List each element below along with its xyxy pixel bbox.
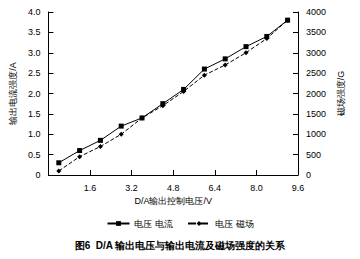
svg-text:1.6: 1.6: [84, 183, 97, 193]
svg-text:电压 磁场: 电压 磁场: [215, 219, 254, 229]
svg-text:3.2: 3.2: [125, 183, 138, 193]
svg-text:3500: 3500: [306, 27, 326, 37]
svg-text:2.0: 2.0: [28, 89, 41, 99]
svg-text:输出电流强度/A: 输出电流强度/A: [8, 62, 18, 125]
svg-text:1500: 1500: [306, 109, 326, 119]
svg-text:4.0: 4.0: [28, 7, 41, 17]
svg-text:3000: 3000: [306, 48, 326, 58]
svg-text:3.0: 3.0: [28, 48, 41, 58]
svg-text:磁场强度/G: 磁场强度/G: [336, 71, 346, 118]
svg-text:0: 0: [306, 170, 311, 180]
svg-text:500: 500: [306, 150, 321, 160]
svg-text:0.5: 0.5: [28, 150, 41, 160]
svg-text:图6 D/A 输出电压与输出电流及磁场强度的关系: 图6 D/A 输出电压与输出电流及磁场强度的关系: [75, 240, 287, 251]
svg-text:4000: 4000: [306, 7, 326, 17]
svg-text:D/A输出控制电压/V: D/A输出控制电压/V: [134, 196, 212, 206]
svg-text:9.6: 9.6: [292, 183, 305, 193]
svg-text:0: 0: [35, 170, 40, 180]
svg-text:8.0: 8.0: [250, 183, 263, 193]
svg-text:2500: 2500: [306, 68, 326, 78]
svg-text:2.5: 2.5: [28, 68, 41, 78]
svg-text:3.5: 3.5: [28, 27, 41, 37]
svg-text:6.4: 6.4: [209, 183, 222, 193]
svg-text:1.5: 1.5: [28, 109, 41, 119]
svg-text:2000: 2000: [306, 89, 326, 99]
svg-text:1.0: 1.0: [28, 129, 41, 139]
svg-text:4.8: 4.8: [167, 183, 180, 193]
svg-text:1000: 1000: [306, 129, 326, 139]
svg-text:电压 电流: 电压 电流: [134, 219, 173, 229]
